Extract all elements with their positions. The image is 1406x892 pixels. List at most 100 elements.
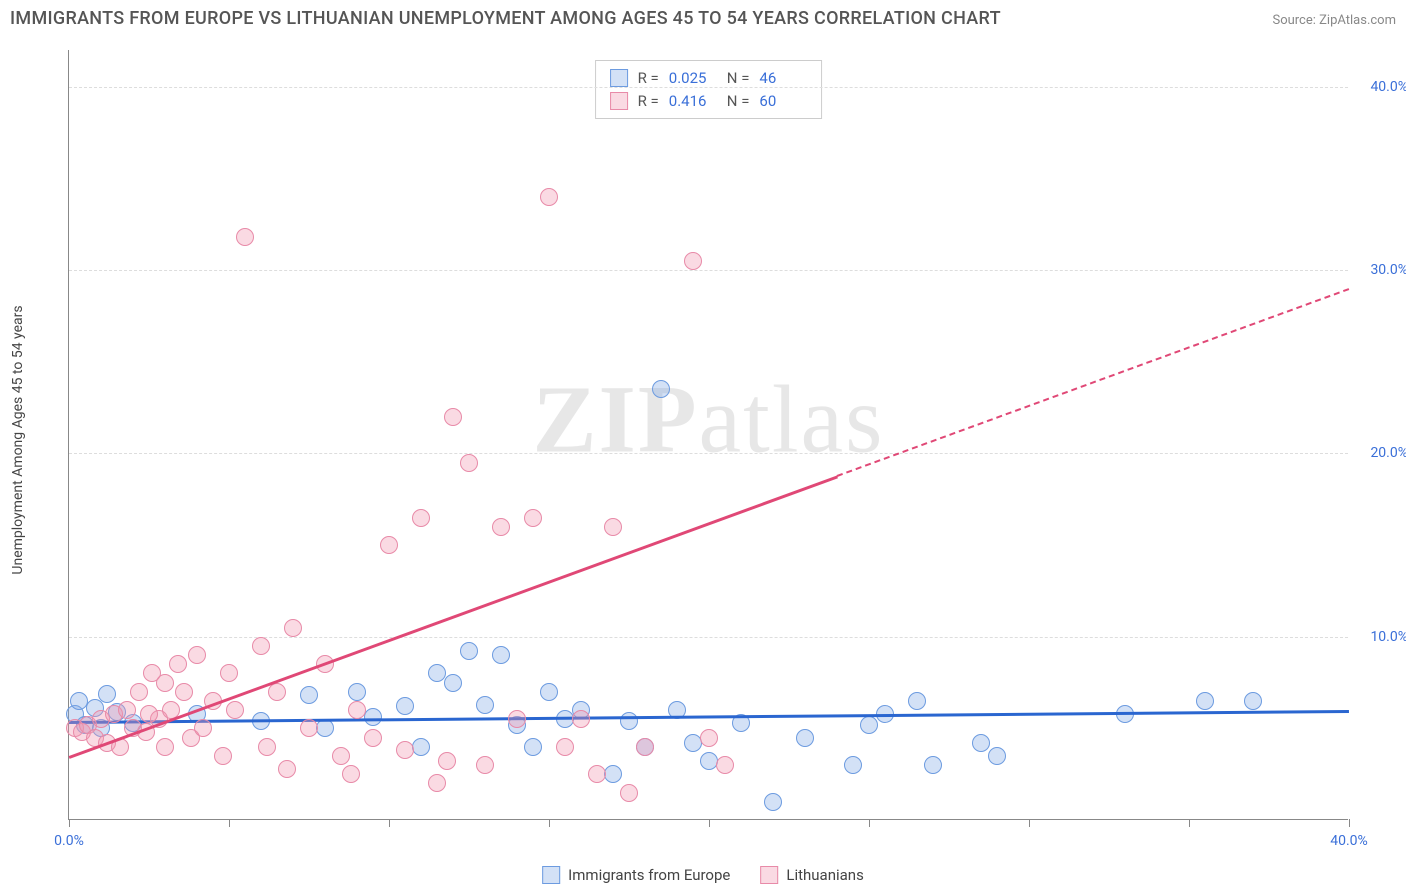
legend-label: Immigrants from Europe xyxy=(568,866,730,884)
scatter-point-lith xyxy=(300,719,318,737)
scatter-point-europe xyxy=(300,686,318,704)
scatter-point-europe xyxy=(652,380,670,398)
scatter-point-lith xyxy=(508,710,526,728)
y-tick-label: 30.0% xyxy=(1353,262,1406,278)
legend-label: Lithuanians xyxy=(786,866,863,884)
plot-area: ZIPatlas R =0.025N =46R =0.416N =60 10.0… xyxy=(68,50,1348,820)
stats-legend: R =0.025N =46R =0.416N =60 xyxy=(595,60,823,119)
scatter-point-europe xyxy=(316,719,334,737)
scatter-point-lith xyxy=(188,646,206,664)
scatter-point-lith xyxy=(700,729,718,747)
scatter-point-lith xyxy=(175,683,193,701)
scatter-point-lith xyxy=(604,518,622,536)
scatter-point-lith xyxy=(278,760,296,778)
scatter-point-lith xyxy=(684,252,702,270)
scatter-point-lith xyxy=(214,747,232,765)
scatter-point-europe xyxy=(988,747,1006,765)
scatter-point-lith xyxy=(620,784,638,802)
x-tick xyxy=(69,819,70,827)
scatter-point-europe xyxy=(524,738,542,756)
scatter-point-europe xyxy=(604,765,622,783)
scatter-point-lith xyxy=(556,738,574,756)
x-tick-label: 40.0% xyxy=(1330,833,1368,849)
grid-line xyxy=(69,453,1348,454)
scatter-point-europe xyxy=(540,683,558,701)
x-tick xyxy=(1189,819,1190,827)
scatter-point-lith xyxy=(130,683,148,701)
scatter-point-lith xyxy=(364,729,382,747)
scatter-point-europe xyxy=(972,734,990,752)
y-tick-label: 20.0% xyxy=(1353,445,1406,461)
scatter-point-lith xyxy=(220,664,238,682)
scatter-point-lith xyxy=(588,765,606,783)
scatter-point-lith xyxy=(412,509,430,527)
scatter-point-lith xyxy=(284,619,302,637)
scatter-point-lith xyxy=(396,741,414,759)
legend-swatch xyxy=(760,866,778,884)
stat-r-label: R = xyxy=(638,90,659,113)
scatter-point-europe xyxy=(860,716,878,734)
legend-swatch xyxy=(610,92,628,110)
chart-header: IMMIGRANTS FROM EUROPE VS LITHUANIAN UNE… xyxy=(10,8,1396,29)
scatter-point-europe xyxy=(460,642,478,660)
scatter-point-lith xyxy=(342,765,360,783)
scatter-point-lith xyxy=(438,752,456,770)
y-axis-label: Unemployment Among Ages 45 to 54 years xyxy=(10,305,26,574)
legend-swatch xyxy=(542,866,560,884)
grid-line xyxy=(69,87,1348,88)
scatter-point-lith xyxy=(332,747,350,765)
scatter-point-lith xyxy=(258,738,276,756)
scatter-point-lith xyxy=(524,509,542,527)
scatter-point-europe xyxy=(1244,692,1262,710)
legend-item-europe: Immigrants from Europe xyxy=(542,866,730,884)
scatter-point-europe xyxy=(764,793,782,811)
scatter-point-lith xyxy=(140,705,158,723)
scatter-point-europe xyxy=(924,756,942,774)
scatter-point-lith xyxy=(636,738,654,756)
chart-title: IMMIGRANTS FROM EUROPE VS LITHUANIAN UNE… xyxy=(10,8,1001,29)
scatter-point-lith xyxy=(348,701,366,719)
scatter-point-europe xyxy=(700,752,718,770)
x-tick xyxy=(549,819,550,827)
scatter-point-lith xyxy=(444,408,462,426)
legend-item-lith: Lithuanians xyxy=(760,866,863,884)
scatter-point-lith xyxy=(460,454,478,472)
x-tick xyxy=(869,819,870,827)
scatter-point-europe xyxy=(796,729,814,747)
scatter-point-lith xyxy=(540,188,558,206)
scatter-point-europe xyxy=(98,685,116,703)
scatter-point-europe xyxy=(492,646,510,664)
scatter-point-europe xyxy=(1196,692,1214,710)
scatter-point-lith xyxy=(476,756,494,774)
series-legend: Immigrants from Europe Lithuanians xyxy=(542,866,864,884)
scatter-point-lith xyxy=(169,655,187,673)
scatter-point-europe xyxy=(348,683,366,701)
x-tick xyxy=(229,819,230,827)
scatter-point-europe xyxy=(620,712,638,730)
x-tick xyxy=(1349,819,1350,827)
scatter-point-europe xyxy=(412,738,430,756)
stat-r-value: 0.416 xyxy=(669,90,717,113)
scatter-point-lith xyxy=(226,701,244,719)
y-tick-label: 10.0% xyxy=(1353,629,1406,645)
trend-line-lith-dashed xyxy=(837,288,1350,477)
scatter-point-lith xyxy=(156,738,174,756)
scatter-point-lith xyxy=(194,719,212,737)
scatter-point-lith xyxy=(156,674,174,692)
scatter-point-europe xyxy=(476,696,494,714)
scatter-point-europe xyxy=(908,692,926,710)
scatter-point-lith xyxy=(252,637,270,655)
x-tick-label: 0.0% xyxy=(54,833,84,849)
legend-swatch xyxy=(610,69,628,87)
chart-container: Unemployment Among Ages 45 to 54 years Z… xyxy=(50,40,1360,840)
scatter-point-lith xyxy=(236,228,254,246)
source-attribution: Source: ZipAtlas.com xyxy=(1272,13,1396,28)
scatter-point-europe xyxy=(70,692,88,710)
stat-n-label: N = xyxy=(727,90,750,113)
x-tick xyxy=(389,819,390,827)
stat-n-value: 60 xyxy=(759,90,807,113)
scatter-point-lith xyxy=(492,518,510,536)
scatter-point-europe xyxy=(396,697,414,715)
watermark: ZIPatlas xyxy=(533,364,885,475)
scatter-point-europe xyxy=(444,674,462,692)
